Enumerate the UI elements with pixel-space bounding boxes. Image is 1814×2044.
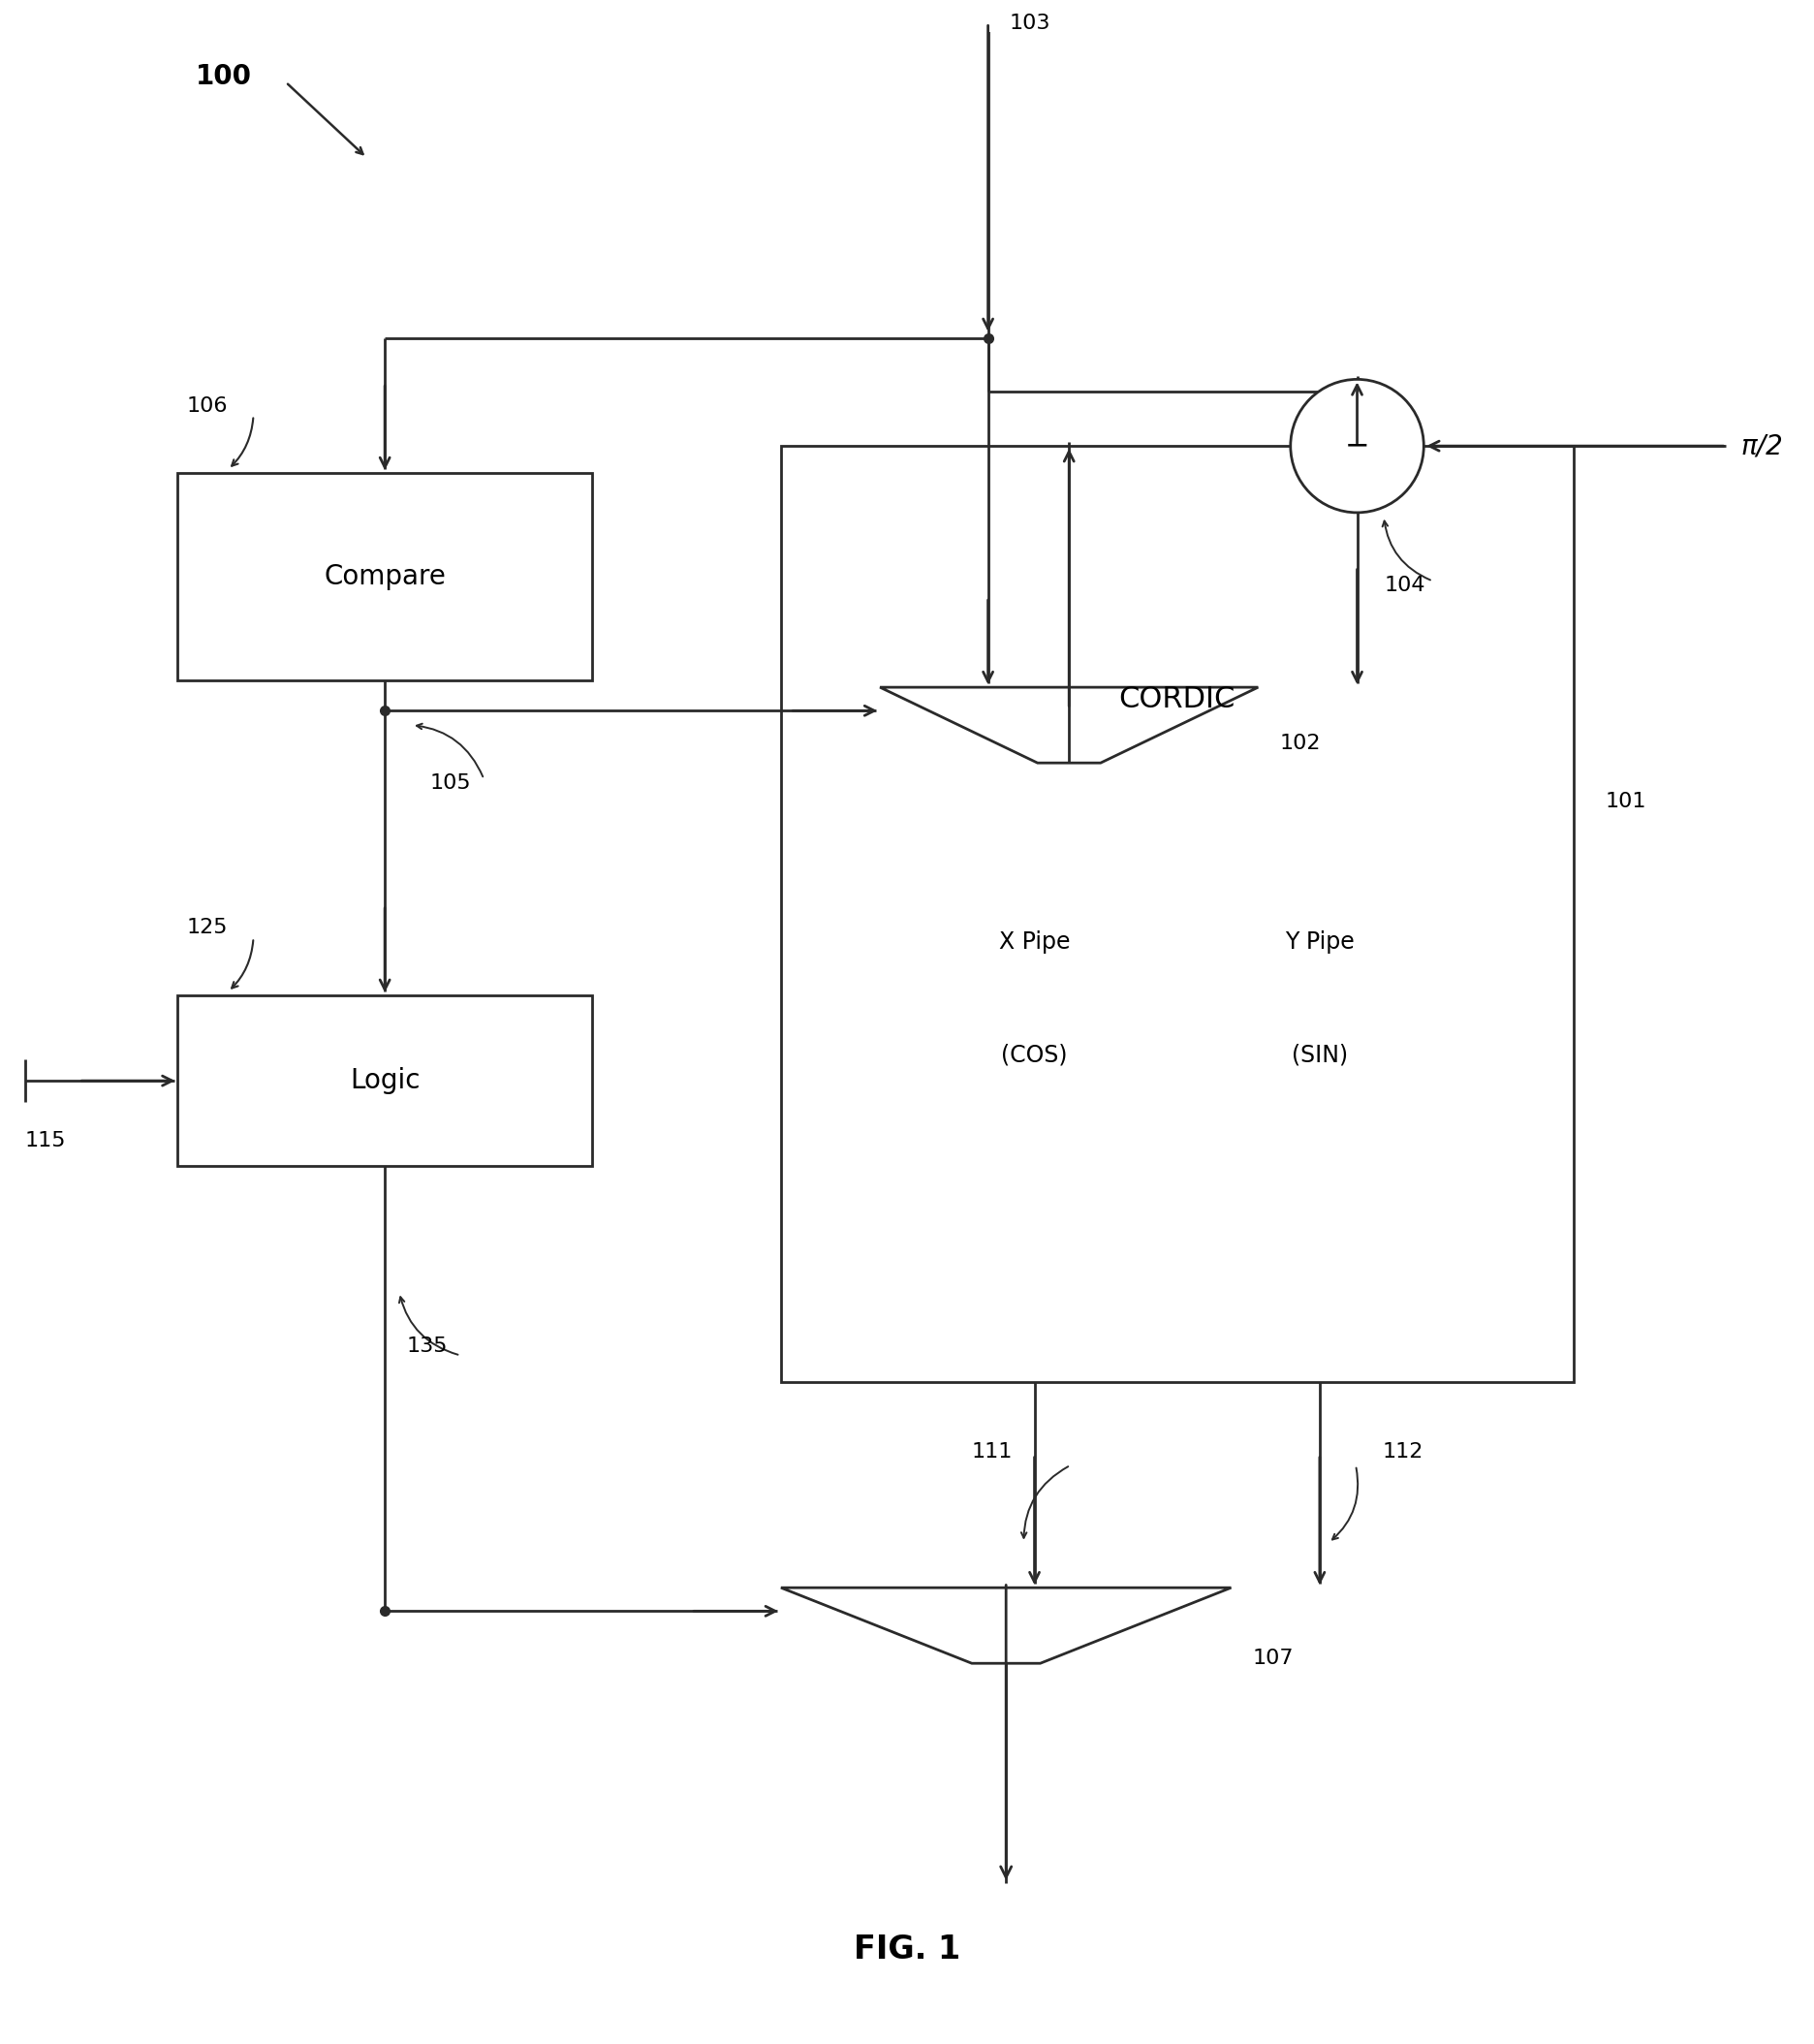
Polygon shape [880,687,1259,762]
Text: 106: 106 [187,397,229,415]
Text: 135: 135 [406,1337,448,1355]
Text: Logic: Logic [350,1067,421,1094]
Text: 105: 105 [430,775,472,793]
Text: Y Pipe: Y Pipe [1284,930,1355,955]
Text: π/2: π/2 [1741,433,1783,460]
Text: Compare: Compare [325,562,446,591]
Text: 104: 104 [1384,576,1426,595]
Text: CORDIC: CORDIC [1119,685,1235,713]
Text: 103: 103 [1010,14,1050,33]
Text: 102: 102 [1279,734,1321,752]
Text: 100: 100 [196,63,252,90]
Text: 125: 125 [187,918,229,938]
Text: −: − [1344,431,1370,460]
Circle shape [1290,380,1424,513]
Text: (SIN): (SIN) [1292,1042,1348,1067]
Polygon shape [782,1588,1232,1664]
Text: 111: 111 [972,1443,1012,1461]
Text: 107: 107 [1253,1647,1293,1668]
Text: X Pipe: X Pipe [1000,930,1070,955]
Text: FIG. 1: FIG. 1 [854,1934,960,1966]
FancyBboxPatch shape [782,446,1573,1382]
Text: 115: 115 [25,1130,65,1151]
FancyBboxPatch shape [178,995,591,1167]
FancyBboxPatch shape [178,472,591,681]
Text: 112: 112 [1382,1443,1424,1461]
Text: (COS): (COS) [1001,1042,1068,1067]
Text: 101: 101 [1605,793,1647,811]
